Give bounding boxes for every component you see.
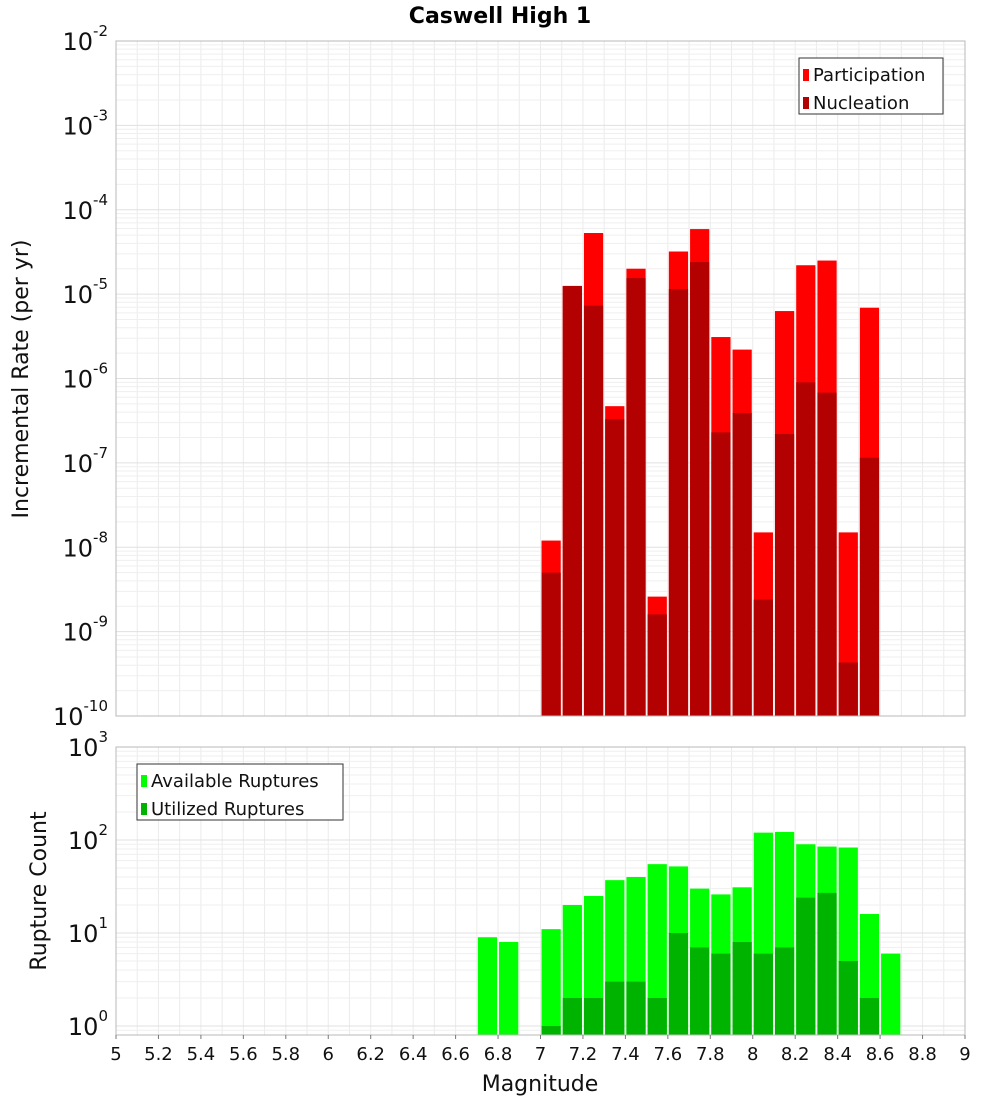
top-ytick-label: 10-10 xyxy=(53,697,108,731)
top-grid xyxy=(115,40,966,717)
bottom-ytick-label: 102 xyxy=(68,821,108,855)
bottom-bar xyxy=(690,947,710,1035)
top-plot-frame xyxy=(115,40,966,717)
x-tick-label: 7.8 xyxy=(696,1044,725,1065)
top-bar xyxy=(690,262,710,716)
x-tick-label: 6 xyxy=(323,1044,334,1065)
top-bar xyxy=(753,599,773,716)
bottom-bar xyxy=(477,937,498,1035)
top-bar xyxy=(583,305,604,716)
top-legend-label: Nucleation xyxy=(813,93,909,114)
top-legend: Participation Nucleation xyxy=(798,57,944,115)
x-tick-label: 9 xyxy=(959,1044,970,1065)
bottom-ytick-label: 103 xyxy=(68,728,108,762)
x-tick-label: 5.8 xyxy=(271,1044,300,1065)
x-tick-label: 8.6 xyxy=(866,1044,895,1065)
top-bar xyxy=(838,662,858,716)
top-bar xyxy=(711,432,731,716)
x-tick-label: 5.6 xyxy=(229,1044,258,1065)
bottom-bar xyxy=(668,932,689,1035)
x-tick-label: 8.4 xyxy=(823,1044,852,1065)
top-legend-label: Participation xyxy=(813,65,925,86)
top-legend-box xyxy=(798,57,944,115)
bottom-bar xyxy=(541,1025,561,1035)
x-tick-label: 7.2 xyxy=(569,1044,598,1065)
bottom-bar xyxy=(817,892,837,1035)
top-bar xyxy=(859,457,880,716)
bottom-legend-swatch xyxy=(141,775,147,787)
top-ytick-label: 10-4 xyxy=(62,191,108,225)
top-ytick-label: 10-5 xyxy=(62,275,108,309)
top-ytick-label: 10-7 xyxy=(62,444,108,478)
top-ytick-label: 10-8 xyxy=(62,528,108,562)
top-ytick-label: 10-9 xyxy=(62,613,108,647)
bottom-bar xyxy=(626,981,646,1035)
bottom-ytick-label: 100 xyxy=(68,1007,108,1041)
x-tick-label: 8.2 xyxy=(781,1044,810,1065)
top-y-axis-label: Incremental Rate (per yr) xyxy=(9,240,34,519)
x-tick-label: 5.4 xyxy=(187,1044,216,1065)
top-bar xyxy=(605,419,625,716)
top-bar xyxy=(647,614,667,716)
x-tick-label: 6.8 xyxy=(484,1044,513,1065)
top-bar xyxy=(562,285,582,716)
bottom-bar xyxy=(647,864,667,1035)
bottom-bar xyxy=(753,953,773,1035)
x-tick-label: 8 xyxy=(747,1044,758,1065)
top-bar xyxy=(732,413,752,716)
top-bar xyxy=(774,433,795,716)
bottom-bar xyxy=(499,942,519,1035)
bottom-legend-box xyxy=(136,763,344,821)
top-plot-panel: 10-10 10-9 10-8 10-7 10-6 10-5 10-4 10-3 10-2 Par… xyxy=(53,22,966,731)
bottom-ytick-label: 101 xyxy=(68,914,108,948)
bottom-bar xyxy=(774,947,795,1035)
top-ytick-label: 10-6 xyxy=(62,360,108,394)
top-ytick-label: 10-3 xyxy=(62,106,108,140)
x-tick-label: 5 xyxy=(110,1044,121,1065)
bottom-bar xyxy=(711,953,731,1035)
bottom-bar xyxy=(881,953,901,1035)
bottom-bar xyxy=(838,960,858,1035)
x-tick-label: 7.6 xyxy=(654,1044,683,1065)
bottom-bar xyxy=(647,997,667,1035)
x-tick-label: 7 xyxy=(535,1044,546,1065)
bottom-bar xyxy=(732,942,752,1035)
x-tick-label: 6.6 xyxy=(441,1044,470,1065)
bottom-bar xyxy=(605,981,625,1035)
x-tick-label: 6.4 xyxy=(399,1044,428,1065)
x-tick-label: 8.8 xyxy=(908,1044,937,1065)
top-series-nucleation xyxy=(541,262,880,716)
top-legend-swatch xyxy=(803,97,809,109)
bottom-legend: Available Ruptures Utilized Ruptures xyxy=(136,763,344,821)
bottom-bar xyxy=(583,997,604,1035)
top-bar xyxy=(796,382,816,716)
bottom-series-utilized-ruptures xyxy=(541,892,880,1035)
x-tick-label: 5.2 xyxy=(144,1044,173,1065)
bottom-bar xyxy=(859,997,880,1035)
bottom-bar xyxy=(541,929,561,1035)
chart-title: Caswell High 1 xyxy=(409,4,591,29)
top-bar xyxy=(541,572,561,716)
bottom-legend-label: Utilized Ruptures xyxy=(151,799,304,820)
bottom-bar xyxy=(562,997,582,1035)
top-ytick-label: 10-2 xyxy=(62,22,108,56)
bottom-plot-panel: 100 101 102 103 Available Ruptures Utilized R… xyxy=(68,728,971,1065)
x-tick-label: 6.2 xyxy=(356,1044,385,1065)
top-legend-swatch xyxy=(803,69,809,81)
bottom-legend-swatch xyxy=(141,803,147,815)
bottom-bar xyxy=(796,897,816,1035)
bottom-legend-label: Available Ruptures xyxy=(151,771,319,792)
top-bar xyxy=(668,289,689,716)
x-tick-label: 7.4 xyxy=(611,1044,640,1065)
top-bar xyxy=(626,278,646,716)
x-axis-label: Magnitude xyxy=(482,1072,599,1097)
top-bar xyxy=(817,392,837,716)
bottom-y-axis-label: Rupture Count xyxy=(27,811,52,971)
